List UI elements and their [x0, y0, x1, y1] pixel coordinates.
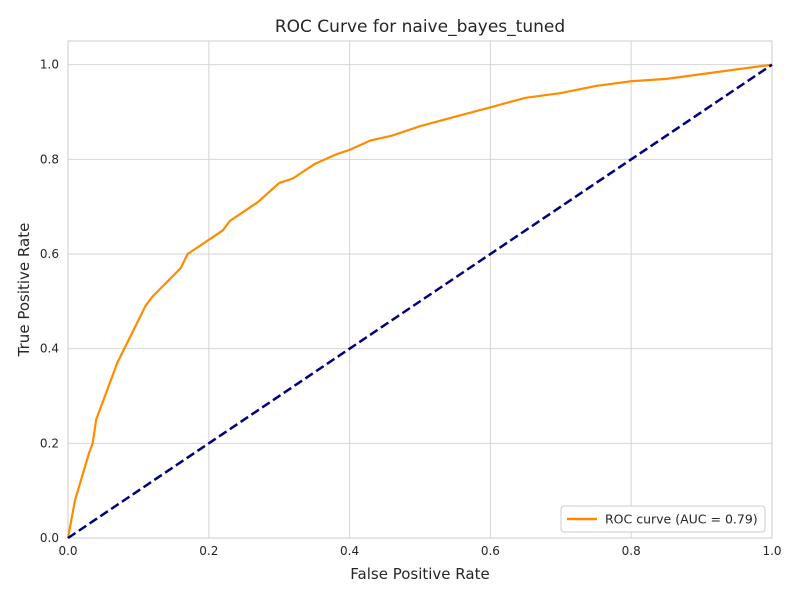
y-tick-label: 0.0	[40, 531, 59, 545]
x-tick-label: 0.4	[340, 544, 359, 558]
y-tick-label: 0.4	[40, 342, 59, 356]
x-ticks: 0.0 0.2 0.4 0.6 0.8 1.0	[58, 544, 781, 558]
legend-label-roc: ROC curve (AUC = 0.79)	[605, 512, 758, 527]
x-tick-label: 0.0	[58, 544, 77, 558]
plot-frame	[67, 40, 773, 539]
x-tick-label: 0.6	[481, 544, 500, 558]
y-axis-label: True Positive Rate	[15, 223, 33, 358]
roc-curve-line	[66, 63, 773, 539]
x-tick-label: 1.0	[762, 544, 781, 558]
y-tick-label: 0.6	[40, 247, 59, 261]
plot-area	[68, 41, 772, 538]
series-group	[66, 63, 773, 540]
x-tick-label: 0.2	[199, 544, 218, 558]
y-tick-label: 0.2	[40, 436, 59, 450]
y-tick-label: 1.0	[40, 58, 59, 72]
y-tick-label: 0.8	[40, 152, 59, 166]
legend: ROC curve (AUC = 0.79)	[560, 505, 766, 533]
x-axis-label: False Positive Rate	[350, 565, 489, 583]
grid	[67, 41, 773, 539]
legend-box	[560, 505, 766, 533]
x-tick-label: 0.8	[622, 544, 641, 558]
y-ticks: 0.0 0.2 0.4 0.6 0.8 1.0	[40, 58, 59, 545]
random-classifier-line	[67, 63, 773, 540]
chart-title: ROC Curve for naive_bayes_tuned	[275, 17, 565, 37]
